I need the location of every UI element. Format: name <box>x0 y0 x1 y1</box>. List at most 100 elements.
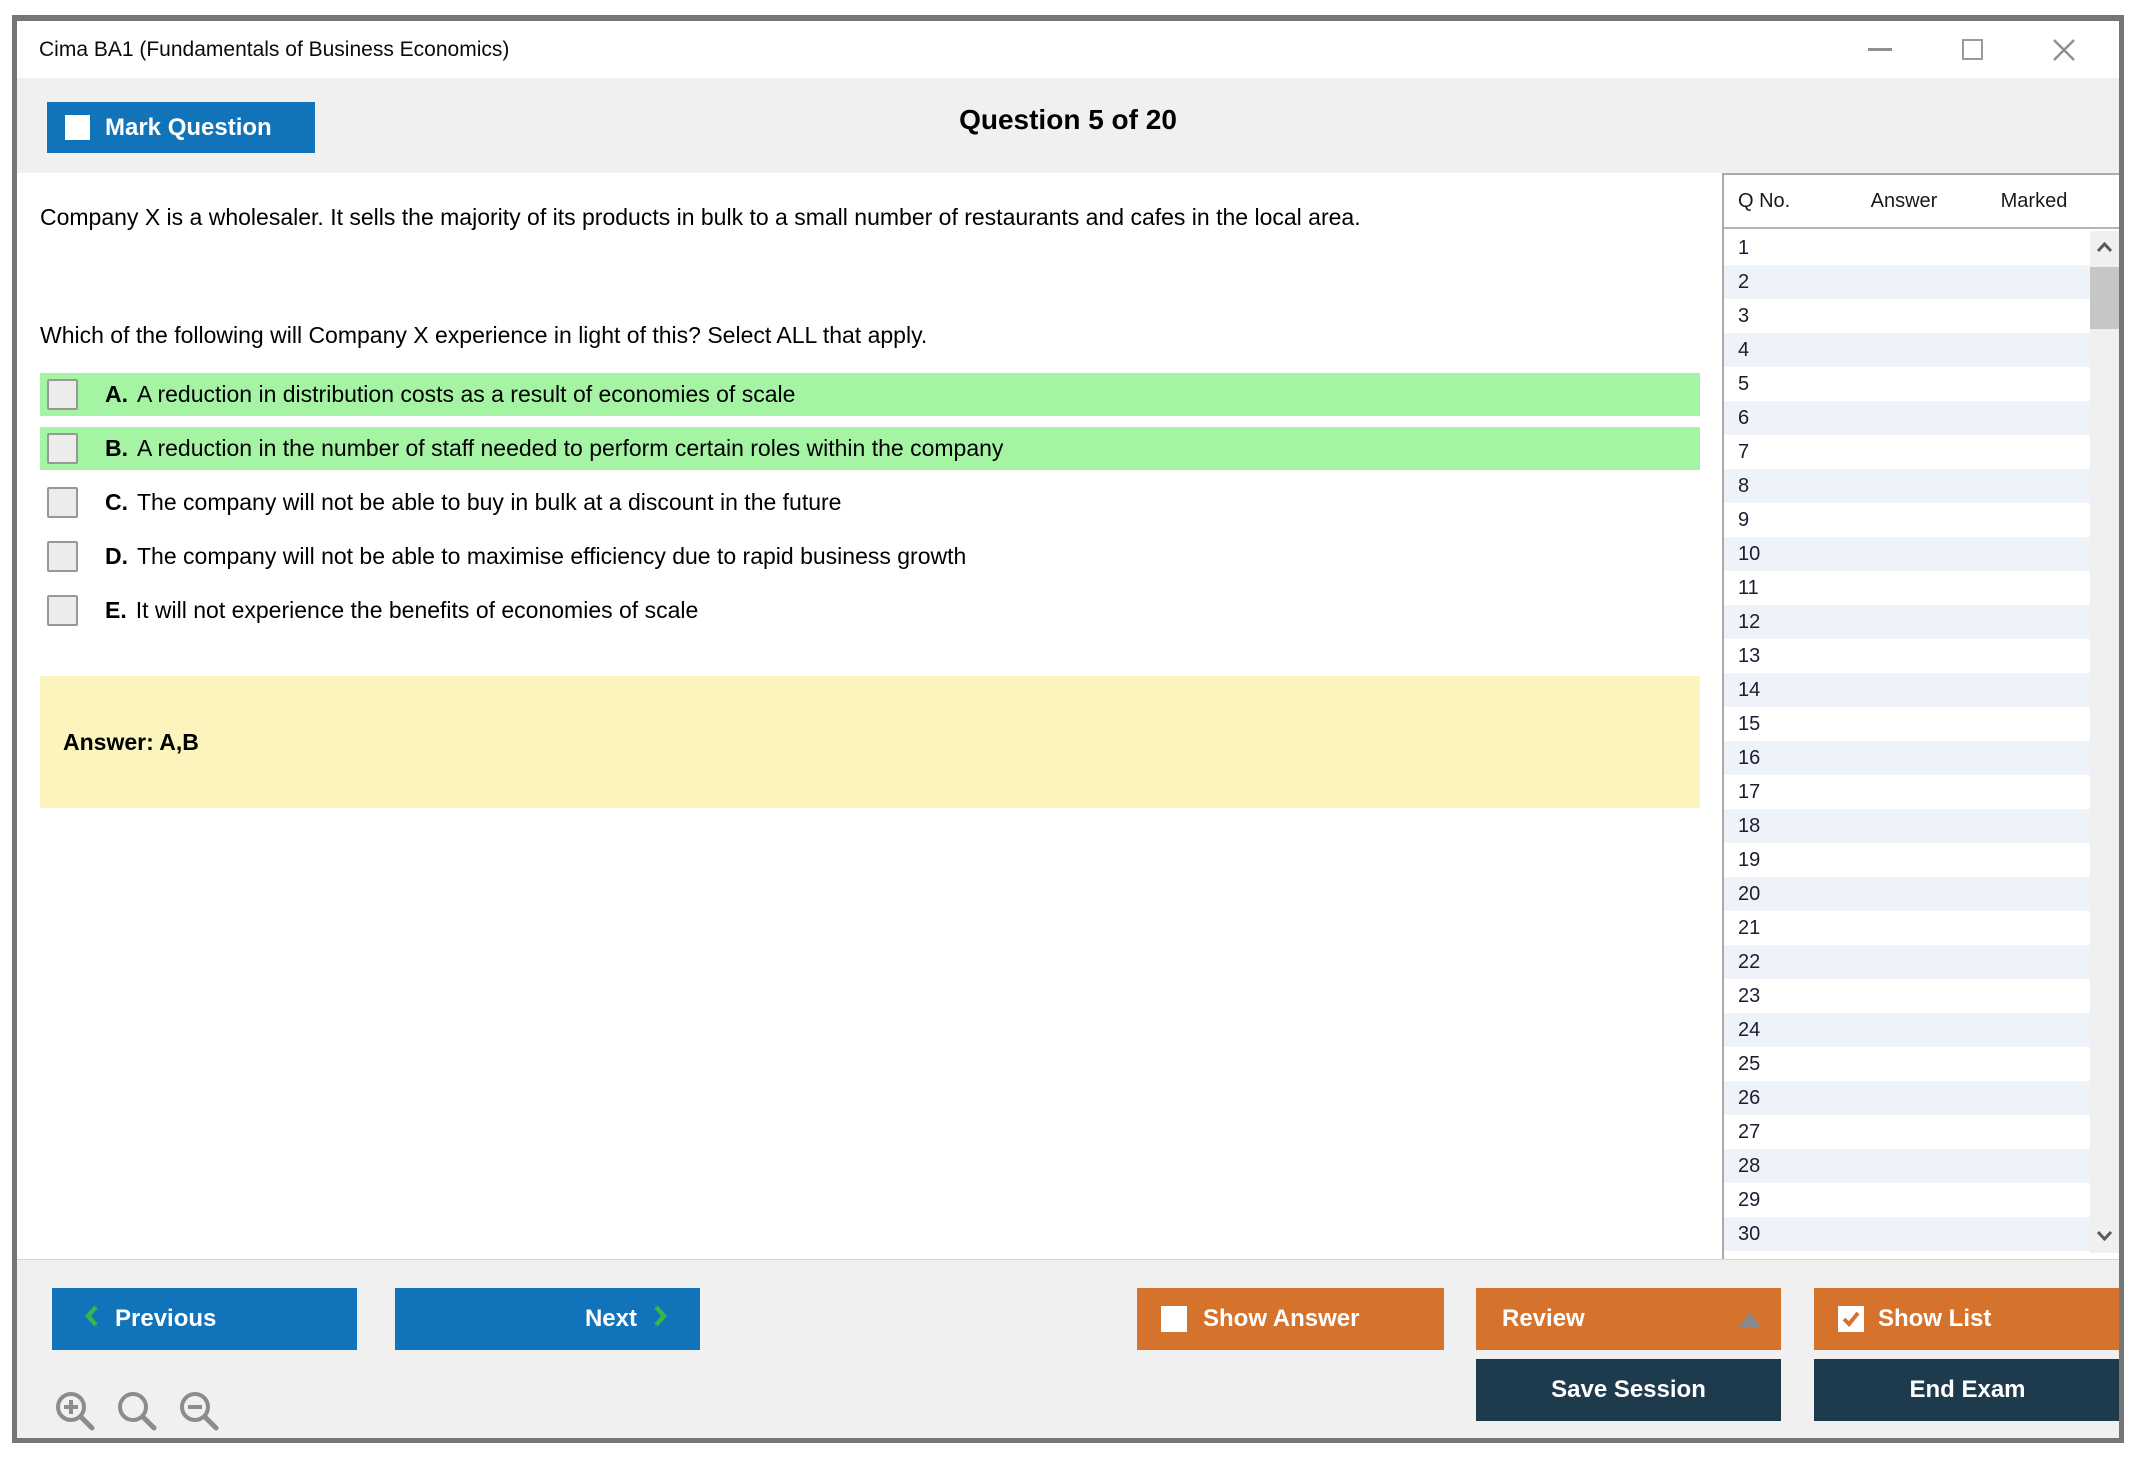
option-checkbox[interactable] <box>47 379 78 410</box>
chevron-left-icon <box>84 1304 99 1335</box>
question-list-row[interactable]: 20 <box>1724 877 2090 911</box>
next-button[interactable]: Next <box>395 1288 700 1350</box>
question-list-row[interactable]: 26 <box>1724 1081 2090 1115</box>
title-bar: Cima BA1 (Fundamentals of Business Econo… <box>17 21 2119 78</box>
question-list-row[interactable]: 13 <box>1738 644 1761 667</box>
question-list-row[interactable]: 14 <box>1724 673 2090 707</box>
show-answer-label: Show Answer <box>1203 1305 1360 1332</box>
question-counter: Question 5 of 20 <box>959 104 1177 135</box>
question-list-row[interactable]: 25 <box>1738 1052 1761 1075</box>
scroll-down-icon[interactable] <box>2090 1219 2119 1251</box>
question-list-row[interactable]: 28 <box>1724 1149 2090 1183</box>
option-checkbox[interactable] <box>47 541 78 572</box>
previous-label: Previous <box>115 1305 217 1332</box>
app-window: Cima BA1 (Fundamentals of Business Econo… <box>12 15 2124 1443</box>
question-list-panel: Q No. Answer Marked 1 2 3 4 5 6 7 8 9 10 11 12 13 14 1… <box>1722 173 2119 1259</box>
column-header-answer: Answer <box>1870 189 1938 212</box>
end-exam-button[interactable]: End Exam <box>1814 1359 2119 1421</box>
window-controls <box>1865 21 2079 78</box>
show-list-label: Show List <box>1878 1305 1992 1332</box>
question-instruction: Which of the following will Company X ex… <box>40 322 928 348</box>
answer-option-row[interactable]: B. A reduction in the number of staff nee… <box>40 427 1700 470</box>
question-list-row[interactable]: 4 <box>1724 333 2090 367</box>
question-list-scrollbar[interactable] <box>2090 231 2119 1253</box>
option-text: A reduction in distribution costs as a r… <box>137 381 796 407</box>
question-list-row[interactable]: 10 <box>1724 537 2090 571</box>
answer-option-row[interactable]: C. The company will not be able to buy in… <box>40 481 1700 524</box>
search-icon[interactable] <box>114 1388 160 1434</box>
mark-question-checkbox[interactable] <box>65 115 90 140</box>
next-label: Next <box>584 1305 637 1332</box>
maximize-icon[interactable] <box>1957 35 1987 65</box>
answer-option-row[interactable]: D. The company will not be able to maximi… <box>40 535 1700 578</box>
zoom-out-icon[interactable] <box>176 1388 222 1434</box>
minimize-icon[interactable] <box>1865 35 1895 65</box>
question-list-row[interactable]: 8 <box>1724 469 2090 503</box>
show-answer-checkbox[interactable] <box>1161 1306 1187 1332</box>
question-list-row[interactable]: 7 <box>1738 440 1750 463</box>
column-header-marked: Marked <box>2000 189 2068 212</box>
question-list-body: 1 2 3 4 5 6 7 8 9 10 11 12 13 14 15 16 17 18 19 20 21 22 23 24 2… <box>1724 231 2090 1253</box>
question-list-row[interactable]: 24 <box>1724 1013 2090 1047</box>
option-checkbox[interactable] <box>47 595 78 626</box>
window-title: Cima BA1 (Fundamentals of Business Econo… <box>39 37 510 61</box>
question-list-header: Q No. Answer Marked <box>1724 173 2119 229</box>
question-list-row[interactable]: 2 <box>1724 265 2090 299</box>
question-list-row[interactable]: 9 <box>1738 508 1750 531</box>
question-list-row[interactable]: 15 <box>1738 712 1761 735</box>
option-checkbox[interactable] <box>47 487 78 518</box>
question-pane: Company X is a wholesaler. It sells the … <box>17 173 1722 1259</box>
question-list-row[interactable]: 18 <box>1724 809 2090 843</box>
option-letter: A. <box>105 381 128 407</box>
option-text: A reduction in the number of staff neede… <box>137 435 1004 461</box>
option-text: It will not experience the benefits of e… <box>135 597 699 623</box>
answer-option-row[interactable]: A. A reduction in distribution costs as a… <box>40 373 1700 416</box>
column-header-qno: Q No. <box>1738 189 1791 212</box>
review-button[interactable]: Review <box>1476 1288 1781 1350</box>
show-answer-button[interactable]: Show Answer <box>1137 1288 1444 1350</box>
close-icon[interactable] <box>2049 35 2079 65</box>
question-list-row[interactable]: 19 <box>1738 848 1761 871</box>
question-list-row[interactable]: 27 <box>1738 1120 1761 1143</box>
question-list-row[interactable]: 11 <box>1738 576 1759 599</box>
save-session-button[interactable]: Save Session <box>1476 1359 1781 1421</box>
mark-question-label: Mark Question <box>105 113 272 141</box>
question-list-row[interactable]: 5 <box>1738 372 1750 395</box>
scroll-up-icon[interactable] <box>2090 231 2119 263</box>
scrollbar-thumb[interactable] <box>2090 267 2119 329</box>
question-list-row[interactable]: 1 <box>1738 236 1750 259</box>
option-text: The company will not be able to buy in b… <box>137 489 842 515</box>
question-list-row[interactable]: 3 <box>1738 304 1750 327</box>
zoom-in-icon[interactable] <box>52 1388 98 1434</box>
question-list-row[interactable]: 23 <box>1738 984 1761 1007</box>
end-exam-label: End Exam <box>1909 1376 2026 1403</box>
option-letter: D. <box>105 543 128 569</box>
question-paragraph: Company X is a wholesaler. It sells the … <box>40 204 1361 230</box>
question-list-row[interactable]: 12 <box>1724 605 2090 639</box>
answer-option-row[interactable]: E. It will not experience the benefits of… <box>40 589 1700 632</box>
bottom-toolbar: Previous Next Show Answer Review Show Li… <box>17 1259 2119 1438</box>
question-list-row[interactable]: 29 <box>1738 1188 1761 1211</box>
chevron-right-icon <box>653 1304 668 1335</box>
question-list-row[interactable]: 21 <box>1738 916 1761 939</box>
previous-button[interactable]: Previous <box>52 1288 357 1350</box>
options-list: A. A reduction in distribution costs as a… <box>40 373 1700 643</box>
answer-text: Answer: A,B <box>63 728 199 755</box>
option-letter: C. <box>105 489 128 515</box>
check-icon <box>1842 1311 1860 1327</box>
answer-box: Answer: A,B <box>40 676 1700 808</box>
header-band: Mark Question Question 5 of 20 <box>17 78 2119 173</box>
save-session-label: Save Session <box>1551 1376 1706 1403</box>
question-list-row[interactable]: 22 <box>1724 945 2090 979</box>
question-list-row[interactable]: 16 <box>1724 741 2090 775</box>
show-list-checkbox[interactable] <box>1838 1306 1864 1332</box>
triangle-up-icon <box>1739 1311 1761 1327</box>
review-label: Review <box>1502 1305 1585 1332</box>
option-checkbox[interactable] <box>47 433 78 464</box>
mark-question-button[interactable]: Mark Question <box>47 102 315 153</box>
show-list-button[interactable]: Show List <box>1814 1288 2119 1350</box>
question-list-row[interactable]: 17 <box>1738 780 1761 803</box>
question-list-row[interactable]: 6 <box>1724 401 2090 435</box>
question-list-row[interactable]: 30 <box>1724 1217 2090 1251</box>
option-letter: E. <box>105 597 127 623</box>
